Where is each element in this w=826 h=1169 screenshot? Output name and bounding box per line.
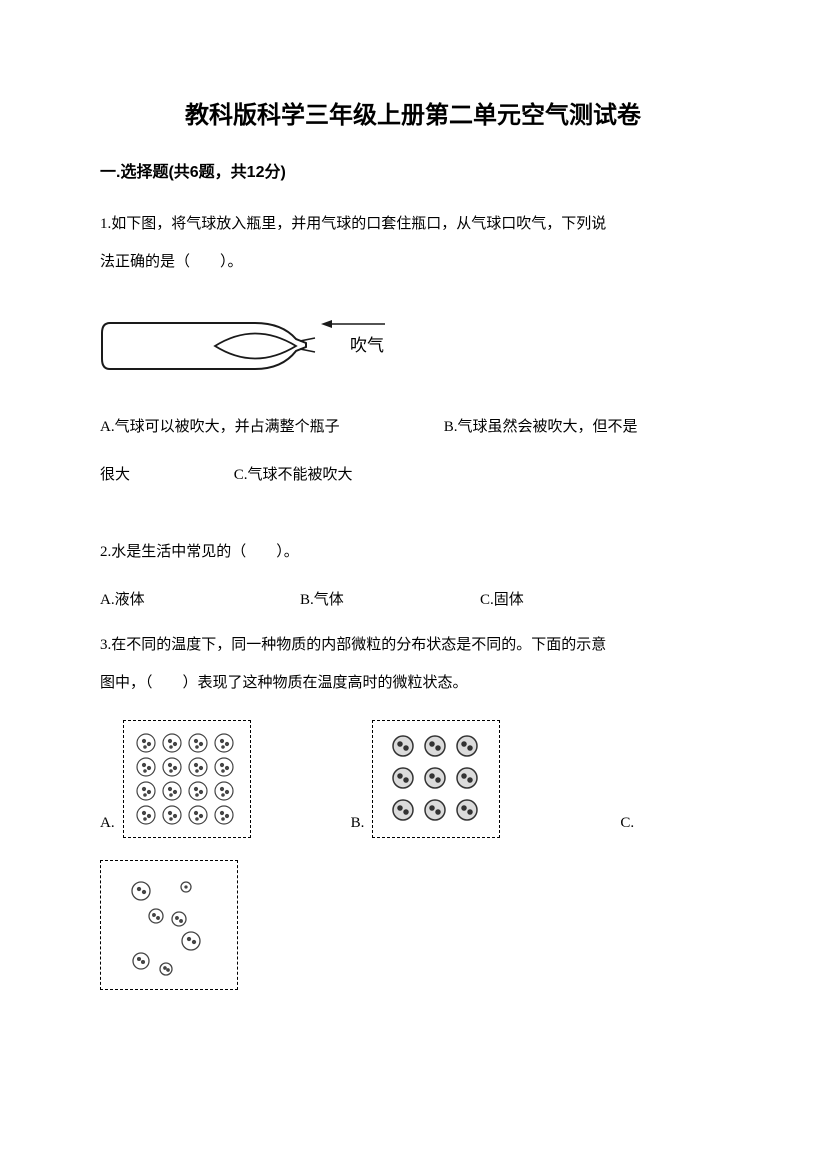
- q1-options-row1: A.气球可以被吹大，并占满整个瓶子 B.气球虽然会被吹大，但不是: [100, 409, 726, 447]
- blow-label: 吹气: [350, 336, 384, 355]
- q3-labelA: A.: [100, 815, 115, 832]
- q3-labelB: B.: [351, 815, 365, 832]
- question-3: 3.在不同的温度下，同一种物质的内部微粒的分布状态是不同的。下面的示意 图中，（…: [100, 627, 726, 702]
- q1-line2: 法正确的是（ ）。: [100, 244, 726, 282]
- page-title: 教科版科学三年级上册第二单元空气测试卷: [100, 95, 726, 130]
- q2-optA: A.液体: [100, 582, 300, 620]
- question-1: 1.如下图，将气球放入瓶里，并用气球的口套住瓶口，从气球口吹气，下列说 法正确的…: [100, 206, 726, 281]
- q2-optB: B.气体: [300, 582, 480, 620]
- q2-optC: C.固体: [480, 582, 620, 620]
- q3-option-c-diagram: [100, 860, 726, 990]
- q3-diagram-c: [100, 860, 238, 990]
- q2-options: A.液体 B.气体 C.固体: [100, 582, 726, 620]
- q1-optB-cont: 很大: [100, 457, 230, 495]
- q3-line1: 3.在不同的温度下，同一种物质的内部微粒的分布状态是不同的。下面的示意: [100, 627, 726, 665]
- q3-options-row: A. B.: [100, 720, 726, 838]
- q1-optA: A.气球可以被吹大，并占满整个瓶子: [100, 409, 440, 447]
- q1-optB: B.气球虽然会被吹大，但不是: [444, 419, 638, 435]
- q1-options-row2: 很大 C.气球不能被吹大: [100, 457, 726, 495]
- q3-diagram-a: [123, 720, 251, 838]
- q1-optC: C.气球不能被吹大: [234, 467, 353, 483]
- question-2: 2.水是生活中常见的（ ）。: [100, 534, 726, 572]
- q1-line1: 1.如下图，将气球放入瓶里，并用气球的口套住瓶口，从气球口吹气，下列说: [100, 206, 726, 244]
- section-header: 一.选择题(共6题，共12分): [100, 158, 726, 182]
- q3-diagram-b: [372, 720, 500, 838]
- q3-labelC: C.: [620, 815, 634, 832]
- bottle-diagram: 吹气: [100, 299, 726, 379]
- q2-text: 2.水是生活中常见的（ ）。: [100, 534, 726, 572]
- q3-line2: 图中，（ ）表现了这种物质在温度高时的微粒状态。: [100, 665, 726, 703]
